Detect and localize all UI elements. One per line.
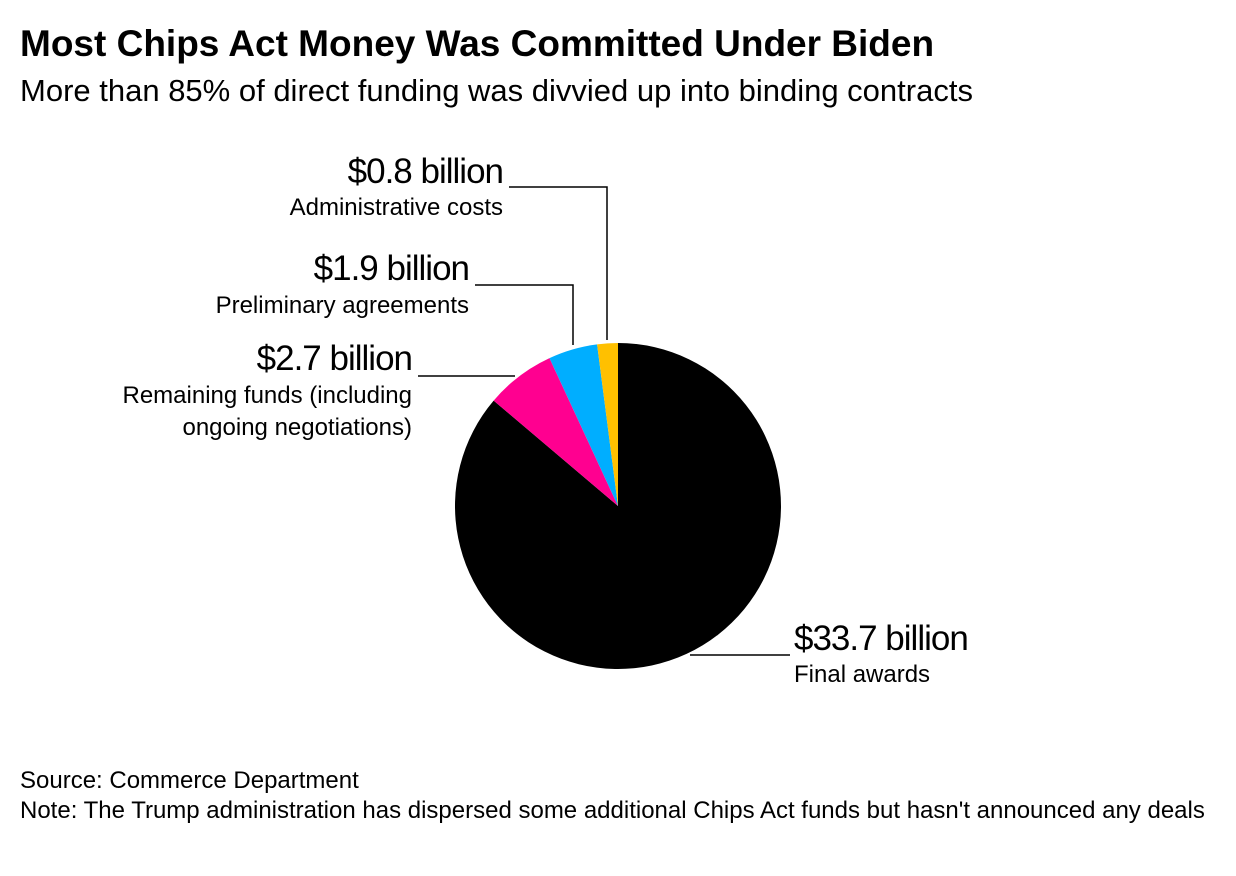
chart-title: Most Chips Act Money Was Committed Under… — [20, 23, 935, 64]
footnote: Note: The Trump administration has dispe… — [20, 797, 1205, 824]
pie-slice-administrative-costs — [597, 343, 618, 506]
category-label-remaining-funds-including-ongoing-negotiations: Remaining funds (including — [123, 382, 413, 409]
pie-slice-remaining-funds-including-ongoing-negotiations — [493, 358, 618, 506]
value-label-administrative-costs: $0.8 billion — [348, 152, 503, 191]
category-label-preliminary-agreements: Preliminary agreements — [216, 292, 469, 319]
value-label-final-awards: $33.7 billion — [794, 619, 968, 658]
source-note: Source: Commerce Department — [20, 767, 359, 794]
chart-footer: Source: Commerce Department Note: The Tr… — [20, 766, 1210, 826]
leader-line-administrative-costs — [509, 186, 608, 340]
value-label-preliminary-agreements: $1.9 billion — [314, 249, 469, 288]
pie-slice-final-awards — [454, 343, 781, 669]
category-label-final-awards: Final awards — [794, 661, 930, 688]
pie-slice-preliminary-agreements — [549, 344, 618, 506]
category-label-remaining-funds-including-ongoing-negotiations: ongoing negotiations) — [182, 414, 412, 441]
chart-subtitle: More than 85% of direct funding was divv… — [20, 73, 973, 108]
category-label-administrative-costs: Administrative costs — [290, 194, 503, 221]
leader-line-preliminary-agreements — [475, 284, 574, 345]
value-label-remaining-funds-including-ongoing-negotiations: $2.7 billion — [257, 339, 412, 378]
